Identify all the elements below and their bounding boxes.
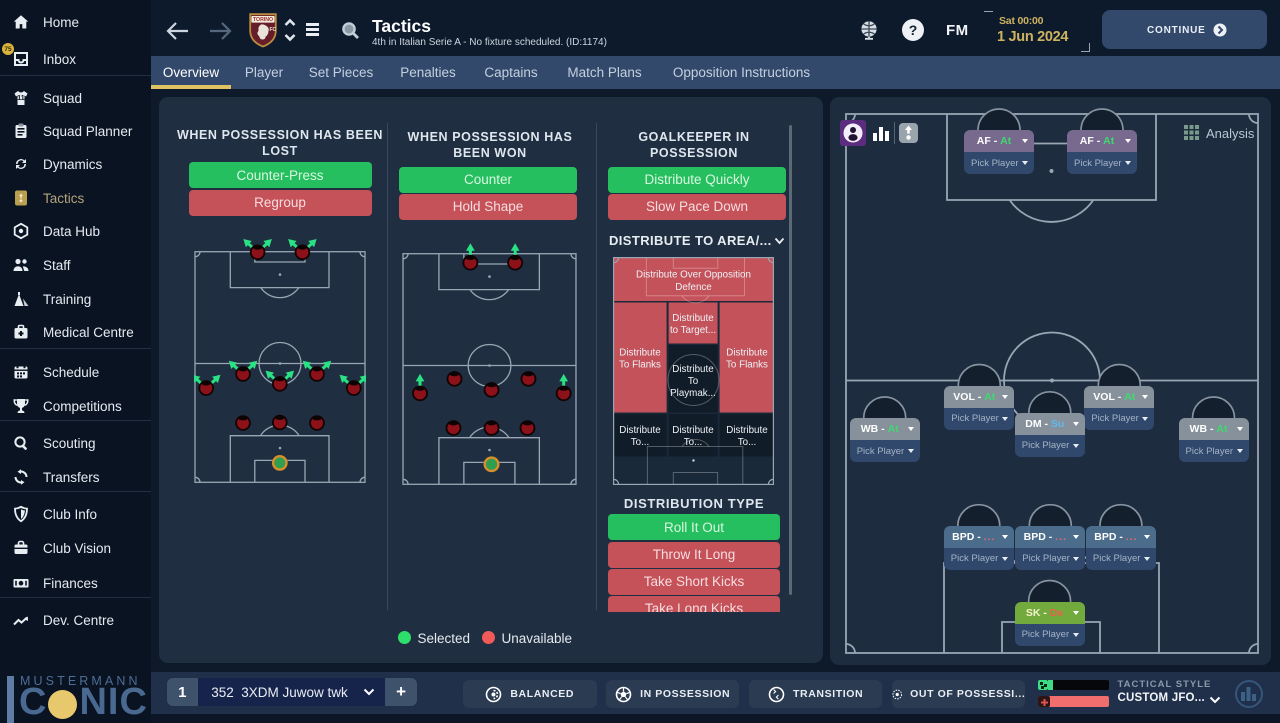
svg-text:Distribute: Distribute <box>672 313 714 324</box>
svg-text:Distribute: Distribute <box>619 425 661 436</box>
svg-text:11: 11 <box>17 95 25 102</box>
svg-text:Distribute: Distribute <box>619 348 661 359</box>
svg-text:Playmak...: Playmak... <box>670 388 716 399</box>
svg-text:Defence: Defence <box>675 282 712 293</box>
svg-text:Distribute Over Opposition: Distribute Over Opposition <box>636 270 751 281</box>
svg-text:Distribute: Distribute <box>726 425 768 436</box>
svg-text:To...: To... <box>684 437 703 448</box>
svg-text:Distribute: Distribute <box>672 425 714 436</box>
svg-text:Distribute: Distribute <box>672 364 714 375</box>
svg-text:To: To <box>688 376 699 387</box>
svg-text:To...: To... <box>631 437 650 448</box>
svg-text:To Flanks: To Flanks <box>619 360 661 371</box>
svg-text:To Flanks: To Flanks <box>726 360 768 371</box>
svg-text:To...: To... <box>738 437 757 448</box>
svg-text:Distribute: Distribute <box>726 348 768 359</box>
svg-text:TORINO: TORINO <box>253 17 273 23</box>
svg-text:to Target...: to Target... <box>670 325 716 336</box>
svg-text:FC: FC <box>270 27 277 33</box>
